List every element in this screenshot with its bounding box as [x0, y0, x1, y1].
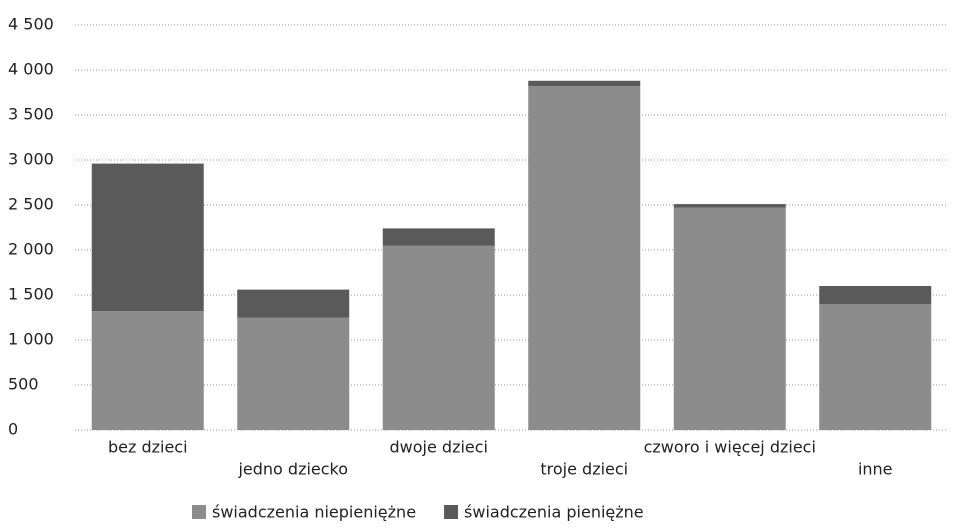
bar-segment — [673, 207, 786, 430]
y-tick-label: 500 — [8, 375, 39, 394]
bar-segment — [237, 317, 350, 430]
legend-label: świadczenia niepieniężne — [212, 503, 416, 522]
x-tick-label: inne — [858, 460, 893, 479]
bar-segment — [91, 311, 204, 430]
y-tick-label: 3 000 — [8, 150, 54, 169]
bar-segment — [819, 286, 932, 304]
legend-swatch — [444, 505, 459, 519]
legend-swatch — [192, 505, 206, 519]
bar-segment — [382, 228, 495, 246]
y-tick-label: 2 500 — [8, 195, 54, 214]
y-tick-label: 4 500 — [8, 15, 54, 34]
bar-segment — [819, 304, 932, 430]
bar-segment — [673, 204, 786, 208]
bar-segment — [528, 86, 641, 430]
bar-segment — [382, 245, 495, 430]
y-tick-label: 4 000 — [8, 60, 54, 79]
x-tick-label: dwoje dzieci — [390, 438, 489, 457]
x-tick-label: troje dzieci — [540, 460, 628, 479]
y-tick-label: 1 000 — [8, 330, 54, 349]
y-tick-label: 3 500 — [8, 105, 54, 124]
y-tick-label: 0 — [8, 420, 18, 439]
bar-segment — [528, 80, 641, 87]
y-tick-label: 2 000 — [8, 240, 54, 259]
y-tick-label: 1 500 — [8, 285, 54, 304]
x-tick-label: bez dzieci — [108, 438, 188, 457]
x-tick-label: jedno dziecko — [237, 460, 348, 479]
bar-segment — [91, 163, 204, 312]
x-tick-label: czworo i więcej dzieci — [644, 438, 816, 457]
legend-label: świadczenia pieniężne — [464, 503, 644, 522]
bar-segment — [237, 289, 350, 318]
